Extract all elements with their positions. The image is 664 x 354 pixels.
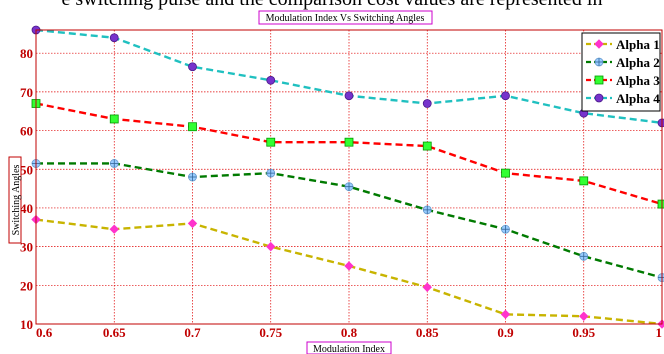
data-point <box>422 99 432 108</box>
x-tick-label: 0.6 <box>36 325 53 340</box>
x-axis-label: Modulation Index <box>313 344 385 354</box>
x-tick-label: 0.7 <box>184 325 201 340</box>
y-tick-label: 50 <box>20 162 33 177</box>
y-tick-label: 20 <box>20 278 33 293</box>
chart-title: Modulation Index Vs Switching Angles <box>266 13 425 24</box>
legend-label: Alpha 2 <box>616 55 660 70</box>
series-1 <box>31 214 664 329</box>
legend-marker <box>594 93 604 103</box>
data-point <box>344 137 354 147</box>
data-point <box>188 122 197 132</box>
data-point <box>187 218 198 229</box>
data-point <box>109 224 119 234</box>
legend-entry: Alpha 4 <box>586 91 660 106</box>
series-4 <box>31 25 664 128</box>
x-tick-label: 0.95 <box>572 325 595 340</box>
legend-entry: Alpha 2 <box>586 55 660 70</box>
data-point <box>188 172 197 182</box>
y-tick-label: 10 <box>20 317 33 332</box>
data-point <box>344 182 354 192</box>
x-axis-label-box <box>306 341 392 354</box>
legend-entry: Alpha 3 <box>586 73 660 88</box>
data-point <box>579 311 589 321</box>
series-line <box>35 102 663 206</box>
series-line <box>36 162 663 279</box>
data-point <box>344 91 354 101</box>
y-tick-label: 70 <box>20 85 33 100</box>
data-point <box>266 168 276 178</box>
data-point <box>266 75 276 85</box>
y-axis-label: Switching Angles <box>11 164 22 235</box>
y-axis-label-box <box>8 156 22 244</box>
y-tick-label: 80 <box>20 46 33 61</box>
data-point <box>109 114 119 124</box>
data-point <box>422 141 432 151</box>
data-point <box>188 62 197 72</box>
y-tick-label: 60 <box>20 124 33 139</box>
y-tick-label: 30 <box>20 240 33 255</box>
data-point <box>657 118 664 128</box>
data-point <box>266 241 276 252</box>
data-point <box>422 282 432 292</box>
legend-label: Alpha 4 <box>616 91 660 106</box>
data-point <box>657 199 664 209</box>
data-point <box>500 309 511 320</box>
x-tick-label: 0.8 <box>341 325 358 340</box>
x-tick-label: 0.75 <box>259 325 282 340</box>
plot-area-frame <box>35 29 663 325</box>
data-point <box>579 176 589 186</box>
legend: Alpha 1 Alpha 2 Alpha 3 Alpha 4 <box>581 32 661 112</box>
legend-marker <box>594 57 604 67</box>
data-point <box>344 261 354 271</box>
chart-title-box <box>258 10 433 25</box>
legend-marker <box>594 75 604 85</box>
x-tick-label: 1 <box>656 325 663 340</box>
data-point <box>501 224 510 234</box>
x-tick-label: 0.85 <box>416 325 439 340</box>
data-point <box>579 251 589 261</box>
data-point <box>266 137 276 147</box>
x-tick-label: 0.9 <box>497 325 514 340</box>
x-tick-label: 0.65 <box>103 325 126 340</box>
legend-entry: Alpha 1 <box>586 37 660 52</box>
data-point <box>109 33 119 43</box>
data-point <box>657 273 664 282</box>
legend-label: Alpha 3 <box>616 73 660 88</box>
data-point <box>501 91 510 101</box>
data-point <box>422 205 432 215</box>
legend-marker <box>594 39 604 49</box>
y-tick-label: 40 <box>20 201 33 216</box>
data-point <box>501 168 510 178</box>
data-point <box>109 159 119 168</box>
legend-label: Alpha 1 <box>616 37 660 52</box>
clipped-caption-text: e switching pulse and the comparison cos… <box>0 0 664 10</box>
